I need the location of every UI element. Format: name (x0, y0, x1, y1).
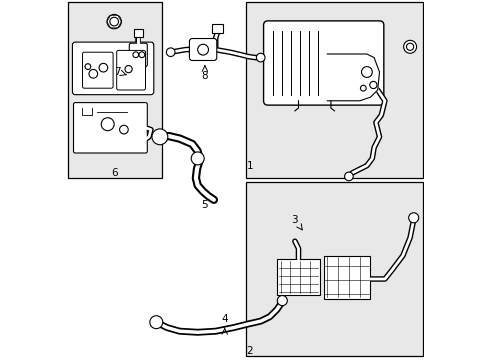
Circle shape (120, 125, 128, 134)
Circle shape (369, 81, 376, 89)
Circle shape (360, 85, 366, 91)
Text: 2: 2 (246, 346, 253, 356)
Circle shape (139, 52, 144, 58)
Text: 1: 1 (246, 161, 253, 171)
Text: 3: 3 (291, 215, 298, 225)
FancyBboxPatch shape (263, 21, 383, 105)
Bar (68, 2, 162, 178)
Circle shape (197, 44, 208, 55)
Circle shape (344, 172, 352, 181)
Circle shape (107, 14, 121, 29)
Text: 4: 4 (221, 314, 227, 324)
Circle shape (85, 64, 91, 69)
Circle shape (406, 43, 413, 50)
FancyBboxPatch shape (117, 50, 145, 90)
Circle shape (191, 152, 204, 165)
Circle shape (125, 66, 132, 73)
Text: 5: 5 (201, 200, 208, 210)
Circle shape (277, 296, 287, 306)
FancyBboxPatch shape (82, 52, 113, 88)
Text: 7: 7 (114, 67, 121, 77)
FancyBboxPatch shape (212, 24, 223, 33)
Circle shape (89, 69, 98, 78)
Polygon shape (326, 54, 379, 101)
Circle shape (403, 40, 416, 53)
Bar (246, 2, 422, 178)
FancyBboxPatch shape (133, 29, 142, 37)
Text: 8: 8 (201, 71, 208, 81)
Circle shape (361, 67, 371, 77)
FancyBboxPatch shape (72, 42, 153, 95)
Circle shape (408, 213, 418, 223)
Circle shape (110, 17, 118, 26)
FancyBboxPatch shape (189, 39, 216, 60)
FancyBboxPatch shape (323, 256, 370, 299)
FancyBboxPatch shape (73, 103, 147, 153)
FancyBboxPatch shape (276, 259, 320, 295)
Circle shape (101, 118, 114, 131)
Circle shape (133, 52, 139, 58)
Circle shape (149, 316, 163, 329)
Circle shape (256, 53, 264, 62)
Bar (246, 182, 422, 356)
Circle shape (99, 63, 107, 72)
Circle shape (166, 48, 175, 57)
Circle shape (152, 129, 167, 145)
FancyBboxPatch shape (129, 43, 147, 67)
Text: 6: 6 (111, 168, 117, 178)
